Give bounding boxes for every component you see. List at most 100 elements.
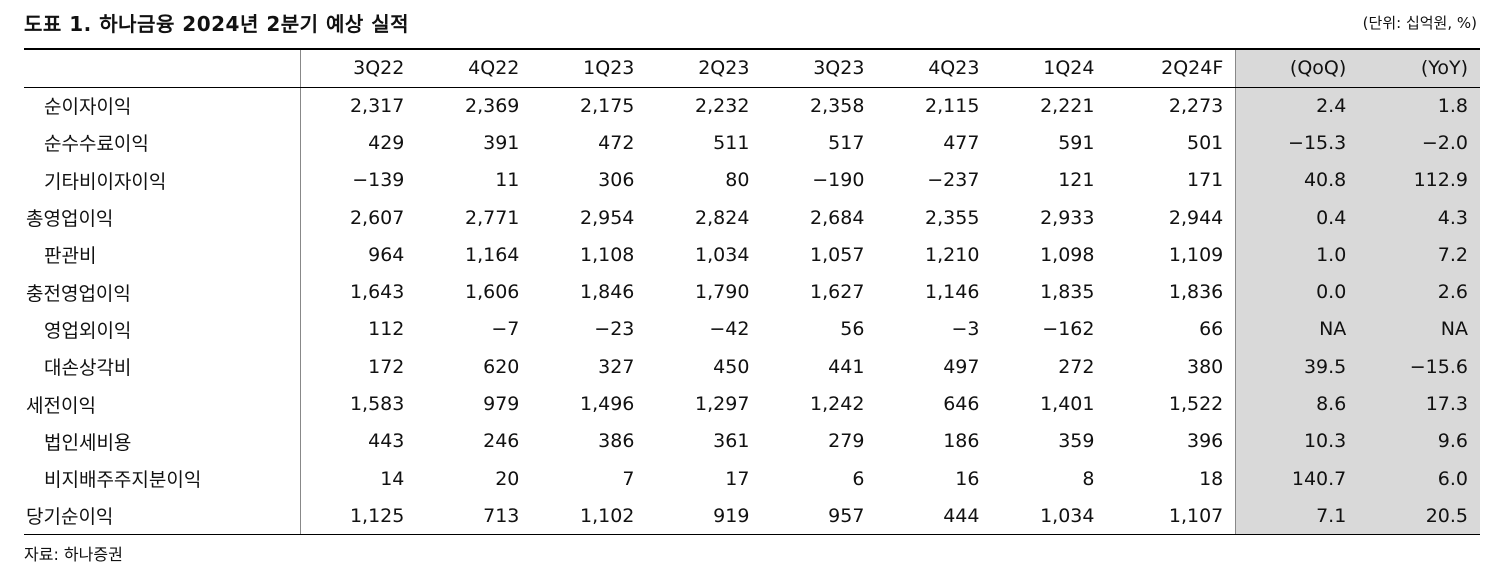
cell: 361 [713, 430, 750, 453]
data-table: 3Q22 4Q22 1Q23 2Q23 3Q23 4Q23 1Q24 2Q24F (QoQ) (Y… [24, 48, 1480, 536]
table-row: 기타비이자이익 −139 11 306 80 −190 −237 121 171 40.8 112.… [24, 161, 1480, 199]
cell: 501 [1187, 131, 1224, 154]
cell: 17.3 [1358, 385, 1480, 423]
table-row: 순수수료이익 429 391 472 511 517 477 591 501 −15.3 −2.0 [24, 124, 1480, 162]
cell: 18 [1199, 467, 1224, 490]
cell: 121 [1058, 169, 1095, 192]
cell: 16 [955, 467, 980, 490]
cell: NA [1235, 310, 1359, 349]
cell: 186 [943, 430, 980, 453]
cell: 477 [943, 131, 980, 154]
cell: NA [1358, 310, 1480, 349]
cell: −7 [491, 318, 520, 341]
cell: 1,627 [810, 281, 865, 304]
cell: 140.7 [1235, 459, 1359, 498]
column-header: (YoY) [1358, 48, 1480, 88]
cell: 7.1 [1235, 497, 1359, 536]
cell: 112 [368, 318, 405, 341]
row-label: 순수수료이익 [24, 124, 301, 162]
cell: 20 [495, 467, 520, 490]
cell: 7.2 [1358, 236, 1480, 274]
cell: 0.4 [1235, 198, 1359, 237]
column-header: 3Q22 [300, 48, 417, 88]
cell: 66 [1199, 318, 1224, 341]
column-header: 1Q23 [531, 48, 647, 88]
cell: 1,583 [349, 393, 405, 416]
row-label: 총영업이익 [24, 198, 301, 237]
corner-cell [24, 48, 301, 88]
cell: −190 [812, 169, 865, 192]
cell: −139 [352, 169, 405, 192]
cell: 17 [725, 467, 750, 490]
cell: 2,115 [925, 94, 980, 117]
cell: 1,496 [580, 393, 635, 416]
column-header: 4Q22 [416, 48, 532, 88]
cell: 327 [598, 355, 635, 378]
cell: 9.6 [1358, 422, 1480, 460]
cell: 2,358 [810, 94, 865, 117]
cell: 2,824 [695, 206, 750, 229]
cell: 429 [368, 131, 405, 154]
cell: −15.6 [1358, 348, 1480, 386]
cell: 272 [1058, 355, 1095, 378]
cell: 957 [761, 497, 877, 536]
row-label: 비지배주주지분이익 [24, 459, 301, 498]
cell: 1,164 [464, 243, 520, 266]
cell: 306 [598, 169, 635, 192]
cell: 7 [622, 467, 635, 490]
cell: 517 [828, 131, 865, 154]
row-label: 기타비이자이익 [24, 161, 301, 199]
cell: 246 [483, 430, 520, 453]
cell: 6.0 [1358, 459, 1480, 498]
cell: 2,232 [695, 94, 750, 117]
cell: −42 [709, 318, 750, 341]
cell: 2,771 [464, 206, 520, 229]
unit-note: (단위: 십억원, %) [1362, 14, 1477, 32]
cell: 171 [1187, 169, 1224, 192]
cell: 391 [483, 131, 520, 154]
cell: 20.5 [1358, 497, 1480, 536]
table-row: 충전영업이익 1,643 1,606 1,846 1,790 1,627 1,146 1,83… [24, 273, 1480, 311]
cell: 1,401 [1040, 393, 1095, 416]
cell: −23 [594, 318, 635, 341]
cell: 1.0 [1235, 236, 1359, 274]
row-label: 대손상각비 [24, 348, 301, 386]
header-row: 3Q22 4Q22 1Q23 2Q23 3Q23 4Q23 1Q24 2Q24F (QoQ) (Y… [24, 48, 1480, 88]
table-head: 3Q22 4Q22 1Q23 2Q23 3Q23 4Q23 1Q24 2Q24F (QoQ) (Y… [24, 48, 1480, 88]
cell: 2,369 [464, 94, 520, 117]
row-label: 법인세비용 [24, 422, 301, 460]
cell: 2,221 [1040, 94, 1095, 117]
source-note: 자료: 하나증권 [24, 545, 123, 564]
cell: 386 [598, 430, 635, 453]
cell: 172 [368, 355, 405, 378]
cell: 444 [876, 497, 992, 536]
cell: 620 [483, 355, 520, 378]
cell: 2,944 [1168, 206, 1224, 229]
cell: 2.6 [1358, 273, 1480, 311]
cell: 1,102 [531, 497, 647, 536]
column-header: 2Q23 [646, 48, 762, 88]
cell: 40.8 [1235, 161, 1359, 199]
table-row: 순이자이익 2,317 2,369 2,175 2,232 2,358 2,115 2,221… [24, 87, 1480, 125]
cell: 1,835 [1040, 281, 1095, 304]
cell: 39.5 [1235, 348, 1359, 386]
cell: 713 [416, 497, 532, 536]
cell: −162 [1042, 318, 1095, 341]
cell: 497 [943, 355, 980, 378]
cell: 2,175 [580, 94, 635, 117]
cell: 2,684 [810, 206, 865, 229]
row-label: 충전영업이익 [24, 273, 301, 311]
cell: 359 [1058, 430, 1095, 453]
cell: 380 [1187, 355, 1224, 378]
cell: 1,643 [349, 281, 405, 304]
row-label: 영업외이익 [24, 310, 301, 349]
cell: 646 [943, 393, 980, 416]
cell: 964 [368, 243, 405, 266]
cell: 919 [646, 497, 762, 536]
table-row: 대손상각비 172 620 327 450 441 497 272 380 39.5 −15.6 [24, 348, 1480, 386]
cell: 2,317 [349, 94, 405, 117]
column-header: 2Q24F [1106, 48, 1236, 88]
cell: 11 [495, 169, 520, 192]
cell: 1,297 [695, 393, 750, 416]
